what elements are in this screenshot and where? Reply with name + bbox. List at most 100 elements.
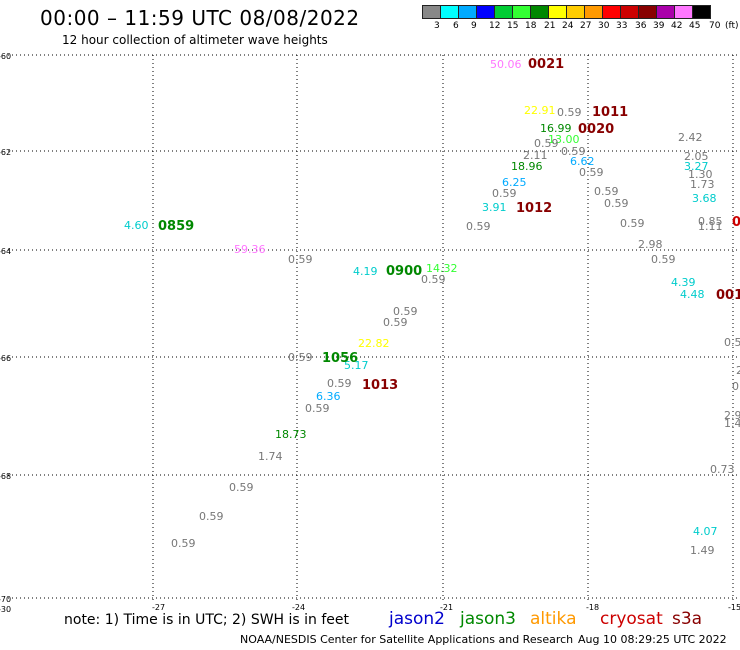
corner-label: -30 (0, 605, 12, 614)
wave-height-label: 2.05 (684, 150, 709, 163)
wave-height-label: 0.85 (698, 215, 723, 228)
wave-height-label: 0.59 (305, 402, 330, 415)
wave-height-label: 4.48 (680, 288, 705, 301)
wave-height-label: 1.49 (690, 544, 715, 557)
pass-time-label: 0020 (578, 122, 614, 137)
wave-height-label: 0.59 (288, 351, 313, 364)
page-subtitle: 12 hour collection of altimeter wave hei… (62, 33, 328, 47)
pass-time-label: 0859 (158, 219, 194, 234)
wave-height-label: 3.68 (692, 192, 717, 205)
wave-height-label: 0.59 (534, 137, 559, 150)
pass-time-label: 1056 (322, 351, 358, 366)
wave-height-label: 3.27 (684, 160, 709, 173)
wave-height-label: 0.59 (393, 305, 418, 318)
legend-label: 36 (635, 21, 647, 31)
legend-label: 30 (598, 21, 610, 31)
wave-height-label: 0.5 (724, 336, 740, 349)
wave-height-label: 0.59 (171, 537, 196, 550)
wave-height-label: 14.32 (426, 262, 458, 275)
wave-height-label: 1.30 (688, 168, 713, 181)
legend-label: 12 (489, 21, 501, 31)
wave-height-label: 18.96 (511, 160, 543, 173)
wave-height-label: 0.59 (594, 185, 619, 198)
wave-height-label: 0.59 (557, 106, 582, 119)
wave-height-label: 22.82 (358, 337, 390, 350)
pass-time-label: 1013 (362, 378, 398, 393)
pass-time-label: 1011 (592, 105, 628, 120)
color-legend (422, 5, 711, 19)
satellite-jason2: jason2 (389, 609, 445, 629)
wave-height-label: 0.59 (421, 273, 446, 286)
wave-height-label: 2 (736, 364, 740, 377)
wave-height-label: 1.11 (698, 220, 723, 233)
pass-time-label: 0 (732, 215, 740, 230)
latitude-label: -70 (0, 595, 12, 604)
latitude-label: -62 (0, 148, 12, 157)
wave-height-label: 0.59 (229, 481, 254, 494)
satellite-altika: altika (530, 609, 577, 629)
wave-height-label: 0. (732, 380, 740, 393)
latitude-label: -66 (0, 354, 12, 363)
pass-time-label: 0021 (528, 57, 564, 72)
legend-label: 27 (580, 21, 592, 31)
legend-label: 33 (616, 21, 628, 31)
wave-height-label: 0.59 (579, 166, 604, 179)
footer-note: note: 1) Time is in UTC; 2) SWH is in fe… (64, 612, 350, 628)
wave-height-label: 1.74 (258, 450, 283, 463)
latitude-label: -60 (0, 52, 12, 61)
wave-height-label: 0.59 (327, 377, 352, 390)
wave-height-label: 0.59 (383, 316, 408, 329)
wave-height-label: 18.73 (275, 428, 307, 441)
longitude-label: -15 (728, 603, 740, 612)
pass-time-label: 1012 (516, 201, 552, 216)
wave-height-label: 1.4 (724, 417, 740, 430)
wave-height-label: 0.59 (604, 197, 629, 210)
satellite-cryosat: cryosat (600, 609, 663, 629)
longitude-label: -24 (292, 603, 306, 612)
wave-height-label: 16.99 (540, 122, 572, 135)
wave-height-label: 50.06 (490, 58, 522, 71)
longitude-label: -18 (586, 603, 600, 612)
latitude-label: -68 (0, 472, 12, 481)
wave-height-label: 0.59 (492, 187, 517, 200)
wave-height-label: 4.07 (693, 525, 718, 538)
wave-height-label: 2.42 (678, 131, 703, 144)
legend-label: 42 (671, 21, 683, 31)
wave-height-label: 1.73 (690, 178, 715, 191)
satellite-jason3: jason3 (460, 609, 516, 629)
color-legend-labels: 3 6 9 12 15 18 21 24 27 30 33 36 39 42 45 70 (ft) (422, 21, 740, 33)
legend-swatch (692, 5, 711, 19)
wave-height-label: 5.17 (344, 359, 369, 372)
legend-label: 45 (689, 21, 701, 31)
longitude-label: -21 (440, 603, 454, 612)
wave-height-label: 0.59 (651, 253, 676, 266)
wave-height-label: 0.73 (710, 463, 735, 476)
wave-height-label: 4.19 (353, 265, 378, 278)
wave-height-label: 0.59 (466, 220, 491, 233)
wave-height-label: 6.36 (316, 390, 341, 403)
legend-label: (ft) (725, 21, 739, 31)
pass-time-label: 001 (716, 288, 740, 303)
longitude-label: -27 (152, 603, 166, 612)
page-title: 00:00 – 11:59 UTC 08/08/2022 (40, 6, 360, 30)
legend-label: 18 (525, 21, 537, 31)
generated-timestamp: Aug 10 08:29:25 UTC 2022 (578, 633, 727, 646)
wave-height-label: 6.25 (502, 176, 527, 189)
wave-height-label: 2.98 (638, 238, 663, 251)
wave-height-label: 2.11 (523, 149, 548, 162)
legend-label: 70 (709, 21, 721, 31)
wave-height-label: 13.00 (548, 133, 580, 146)
legend-label: 15 (507, 21, 519, 31)
wave-height-label: 2.9 (724, 409, 740, 422)
pass-time-label: 0900 (386, 264, 422, 279)
satellite-s3a: s3a (672, 609, 703, 629)
legend-label: 24 (562, 21, 574, 31)
wave-height-label: 0.59 (288, 253, 313, 266)
legend-label: 39 (653, 21, 665, 31)
wave-height-label: 3.91 (482, 201, 507, 214)
wave-height-label: 4.39 (671, 276, 696, 289)
latitude-label: -64 (0, 247, 12, 256)
wave-height-label: 0.59 (620, 217, 645, 230)
